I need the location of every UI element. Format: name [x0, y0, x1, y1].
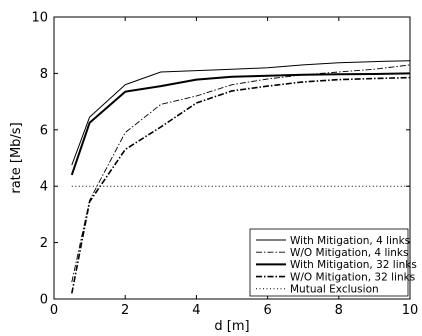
series-line-2: [70, 72, 411, 176]
y-tick-label: 4: [40, 180, 48, 195]
y-tick-label: 0: [40, 293, 48, 308]
y-tick-label: 10: [31, 11, 48, 26]
y-axis-label: rate [Mb/s]: [9, 122, 24, 193]
series-line-1: [71, 64, 411, 283]
y-tick-label: 6: [40, 123, 48, 138]
x-tick-label: 2: [121, 303, 129, 318]
series-line-3: [71, 76, 411, 294]
series-line-0: [71, 60, 411, 166]
x-tick-label: 6: [263, 303, 271, 318]
legend-label: Mutual Exclusion: [290, 284, 379, 296]
x-tick-label: 0: [50, 303, 58, 318]
x-tick-label: 4: [192, 303, 200, 318]
y-tick-label: 8: [40, 67, 48, 82]
x-tick-label: 10: [402, 303, 419, 318]
series-layer: [70, 60, 411, 294]
legend-label: W/O Mitigation, 4 links: [290, 247, 408, 259]
legend-label: With Mitigation, 32 links: [290, 259, 417, 271]
legend-label: W/O Mitigation, 32 links: [290, 271, 415, 283]
x-tick-label: 8: [335, 303, 343, 318]
legend-label: With Mitigation, 4 links: [290, 235, 410, 247]
ticks-group: 0 2 4 6 8 10 0 2 4 6 8 10: [31, 11, 418, 319]
x-axis-label: d [m]: [214, 319, 249, 334]
y-tick-label: 2: [40, 236, 48, 251]
